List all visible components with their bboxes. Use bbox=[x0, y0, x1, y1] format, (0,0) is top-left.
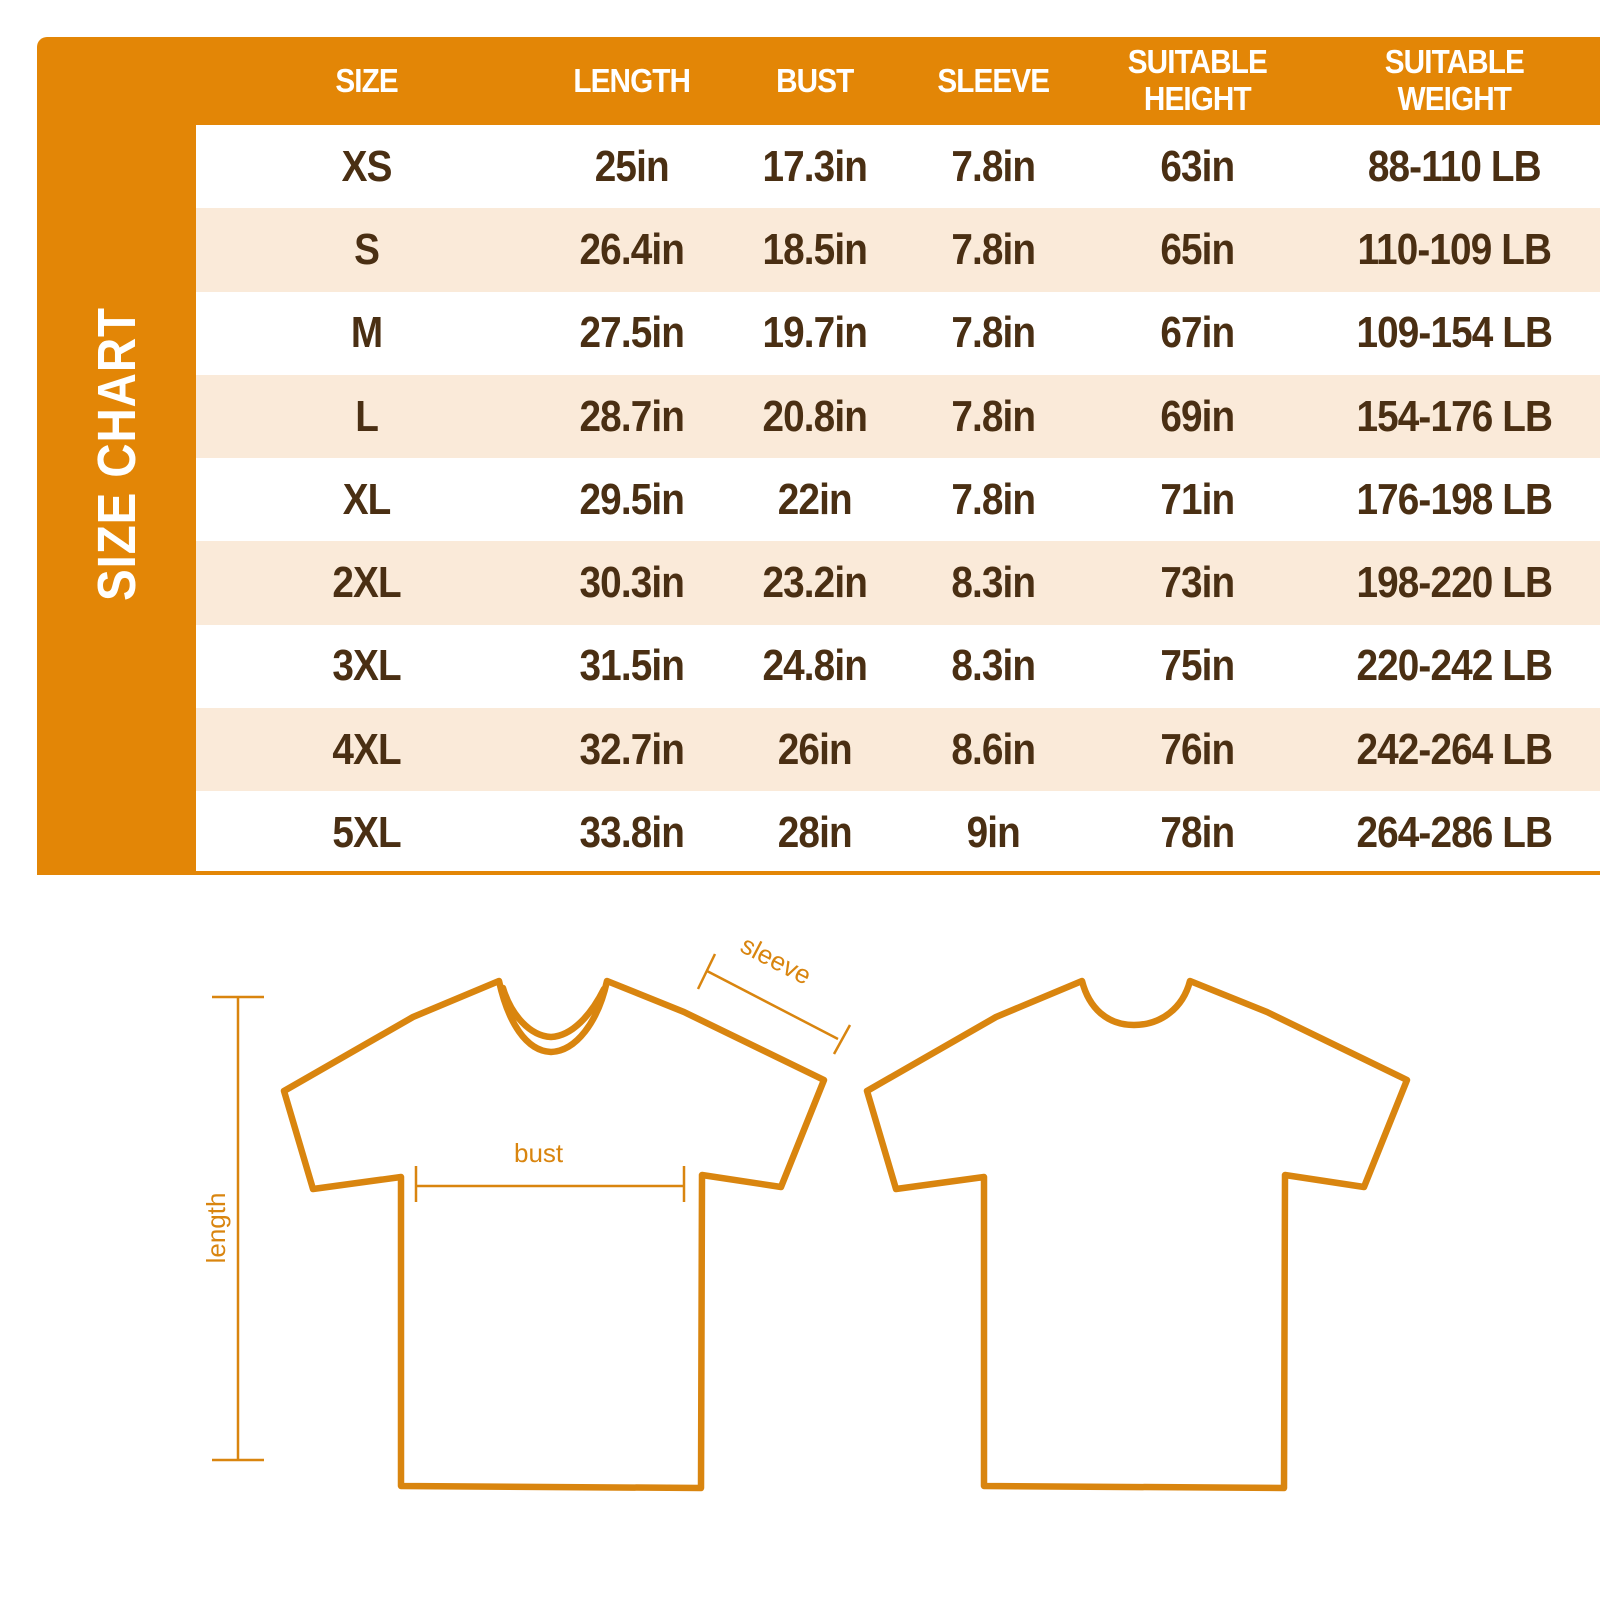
svg-text:bust: bust bbox=[514, 1138, 564, 1168]
svg-text:sleeve: sleeve bbox=[736, 929, 817, 990]
svg-text:length: length bbox=[201, 1193, 231, 1264]
